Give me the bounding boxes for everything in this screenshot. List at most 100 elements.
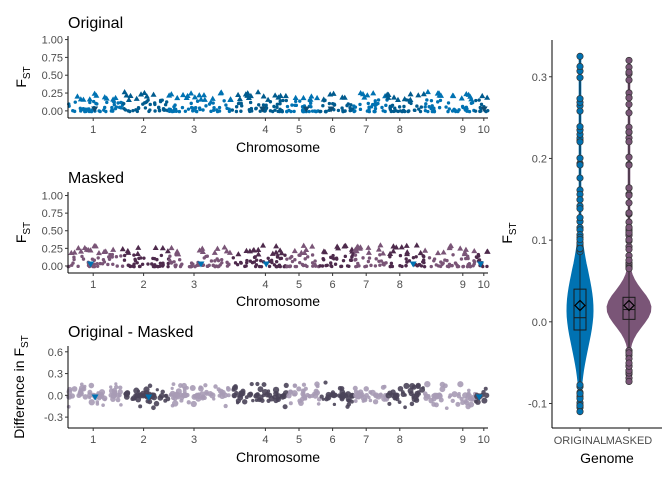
data-point bbox=[132, 253, 136, 257]
data-point bbox=[224, 103, 228, 107]
data-point bbox=[300, 242, 307, 248]
data-point bbox=[277, 92, 284, 99]
data-point bbox=[226, 393, 231, 398]
data-point bbox=[308, 101, 313, 105]
data-point bbox=[255, 246, 262, 252]
data-point bbox=[472, 262, 476, 266]
x-tick-label: 8 bbox=[397, 434, 403, 446]
data-point bbox=[373, 99, 377, 103]
data-point bbox=[369, 105, 374, 109]
data-point bbox=[211, 108, 216, 112]
outlier-point bbox=[625, 76, 633, 84]
data-point bbox=[180, 262, 184, 266]
data-point bbox=[171, 109, 175, 114]
ylabel-main: F bbox=[13, 235, 29, 244]
iqr-box bbox=[573, 288, 587, 331]
y-tick-label: 0.0 bbox=[532, 317, 547, 329]
data-point bbox=[136, 105, 141, 110]
data-point bbox=[378, 263, 382, 267]
data-point bbox=[135, 396, 142, 403]
data-point bbox=[199, 248, 206, 254]
data-point bbox=[345, 103, 349, 108]
data-point bbox=[444, 105, 448, 109]
data-point bbox=[469, 101, 474, 105]
data-point bbox=[470, 397, 475, 402]
data-point bbox=[285, 264, 289, 269]
data-point bbox=[76, 264, 80, 269]
data-point bbox=[254, 392, 259, 398]
data-point bbox=[395, 396, 400, 402]
data-point bbox=[114, 254, 119, 259]
data-point bbox=[296, 386, 302, 392]
data-point bbox=[233, 261, 238, 265]
data-point bbox=[239, 109, 243, 113]
data-point bbox=[133, 95, 140, 101]
data-point bbox=[353, 399, 358, 403]
x-tick-label: 7 bbox=[363, 434, 369, 446]
data-point bbox=[93, 92, 100, 98]
outlier-point bbox=[625, 265, 633, 273]
data-point bbox=[79, 109, 83, 113]
data-point bbox=[303, 257, 307, 261]
data-point bbox=[106, 262, 110, 267]
highlight-marker bbox=[262, 261, 270, 268]
outlier-point bbox=[576, 74, 584, 82]
data-point bbox=[237, 101, 241, 105]
data-point bbox=[272, 386, 280, 394]
data-point bbox=[260, 242, 267, 248]
x-tick-label: 8 bbox=[397, 279, 403, 291]
data-point bbox=[209, 100, 213, 105]
data-point bbox=[479, 102, 484, 107]
x-axis-label: Chromosome bbox=[236, 449, 320, 465]
data-point bbox=[157, 109, 162, 113]
data-point bbox=[88, 382, 95, 389]
data-point bbox=[294, 103, 299, 108]
data-point bbox=[84, 109, 88, 114]
data-point bbox=[273, 249, 280, 255]
outlier-point bbox=[576, 138, 584, 146]
data-point bbox=[261, 103, 266, 107]
data-point bbox=[403, 405, 407, 410]
x-tick-label: 1 bbox=[90, 434, 96, 446]
outlier-point bbox=[625, 191, 633, 199]
data-point bbox=[196, 92, 203, 98]
data-point bbox=[199, 391, 206, 398]
data-point bbox=[116, 101, 120, 105]
data-point bbox=[211, 249, 218, 255]
data-point bbox=[429, 98, 434, 103]
data-point bbox=[453, 109, 458, 114]
data-point bbox=[354, 257, 358, 262]
data-point bbox=[310, 253, 315, 257]
data-point bbox=[325, 394, 332, 401]
y-tick-label: 0.75 bbox=[42, 208, 63, 220]
y-tick-label: 0.1 bbox=[532, 235, 547, 247]
data-point bbox=[261, 382, 267, 388]
data-point bbox=[138, 264, 142, 269]
data-point bbox=[422, 247, 429, 253]
data-point bbox=[339, 264, 343, 269]
data-point bbox=[398, 244, 405, 250]
data-point bbox=[361, 256, 365, 260]
data-point bbox=[467, 109, 472, 114]
iqr-box bbox=[622, 296, 636, 320]
data-point bbox=[162, 108, 167, 112]
data-point bbox=[164, 248, 171, 254]
data-point bbox=[105, 100, 109, 105]
data-point bbox=[407, 387, 414, 394]
data-point bbox=[305, 392, 310, 398]
data-point bbox=[272, 104, 276, 109]
data-point bbox=[268, 100, 273, 104]
ylabel-main: Difference in F bbox=[11, 348, 27, 439]
data-point bbox=[468, 264, 473, 269]
data-point bbox=[293, 258, 297, 262]
data-point bbox=[474, 399, 478, 404]
data-point bbox=[85, 246, 92, 253]
outlier-point bbox=[576, 205, 584, 213]
data-point bbox=[398, 253, 403, 258]
data-point bbox=[275, 105, 279, 109]
data-point bbox=[388, 105, 392, 110]
data-point bbox=[434, 249, 441, 256]
data-point bbox=[285, 109, 289, 114]
data-point bbox=[373, 392, 380, 399]
x-tick-label: 2 bbox=[141, 124, 147, 136]
